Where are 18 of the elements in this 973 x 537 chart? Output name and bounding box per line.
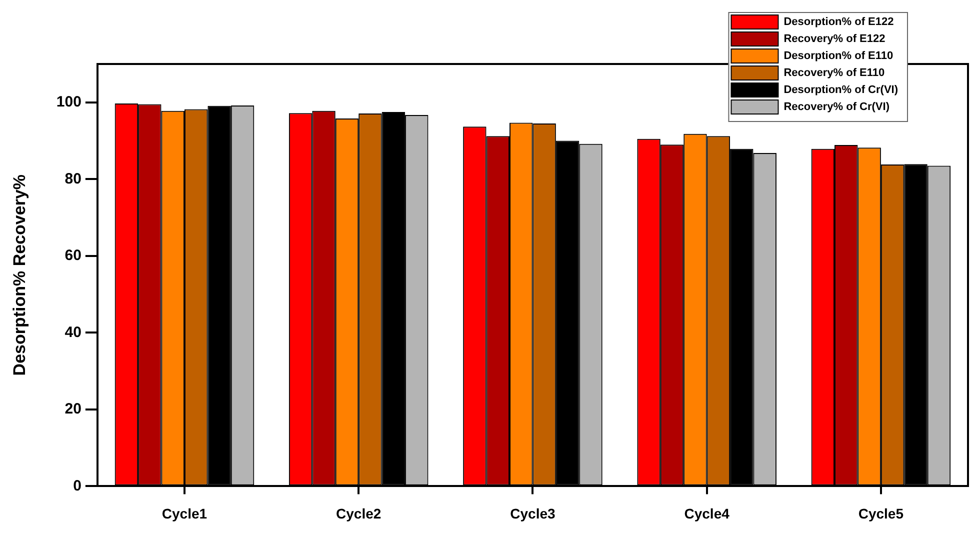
y-axis-title: Desorption% Recovery%	[10, 174, 29, 376]
legend-label: Recovery% of E122	[784, 33, 886, 46]
y-tick-label: 80	[64, 170, 82, 188]
y-tick-label: 40	[64, 324, 82, 341]
legend-label: Recovery% of E110	[784, 67, 885, 80]
x-tick-label: Cycle1	[162, 505, 208, 522]
legend-label: Desorption% of E122	[784, 16, 894, 28]
x-tick-label: Cycle4	[684, 505, 730, 522]
y-tick-label: 100	[56, 94, 82, 111]
legend-label: Desorption% of Cr(VI)	[784, 84, 898, 96]
y-tick-label: 0	[73, 477, 82, 494]
x-tick-label: Cycle5	[858, 505, 904, 522]
x-tick-label: Cycle2	[336, 505, 382, 522]
legend-label: Recovery% of Cr(VI)	[784, 101, 890, 114]
x-tick-label: Cycle3	[510, 505, 556, 522]
y-tick-label: 20	[64, 400, 82, 418]
legend-label: Desorption% of E110	[784, 50, 894, 62]
y-tick-label: 60	[64, 247, 82, 264]
